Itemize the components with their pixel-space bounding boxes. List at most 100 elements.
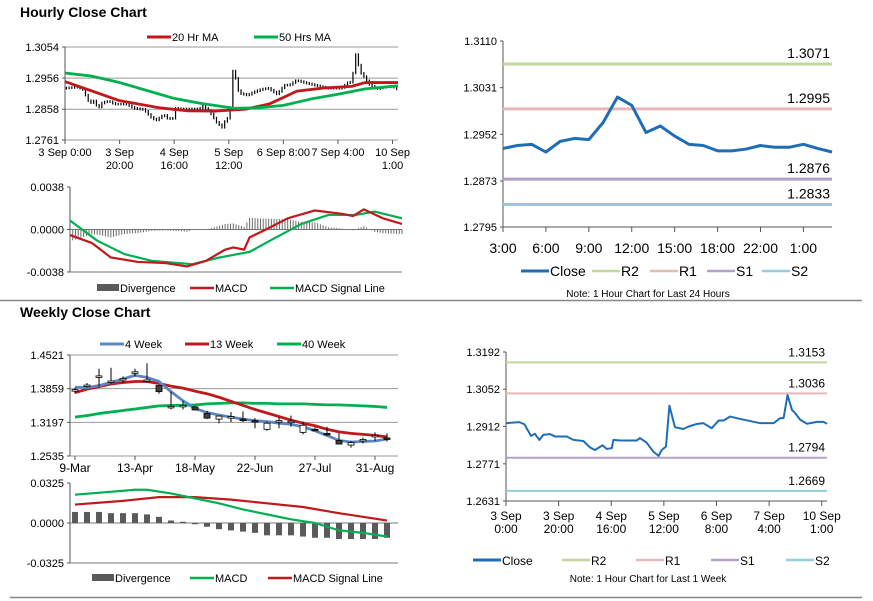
level-s2-label: 1.2833 [787, 186, 830, 202]
candle-body [179, 404, 187, 408]
hourly-price-chart: 20 Hr MA 50 Hrs MA 1.3054 1.2956 1.2858 1.276… [25, 32, 410, 172]
x-tick-label: 22-Jun [237, 461, 274, 475]
divergence-bar [276, 523, 282, 536]
candle-body [263, 422, 271, 430]
y-tick-label: 0.0038 [30, 182, 64, 194]
level-r1-label: 1.2995 [787, 90, 830, 106]
x-tick-label: 3 Sep [490, 509, 522, 523]
divergence-bar [204, 523, 210, 527]
candle-body [131, 371, 139, 374]
candle-body [71, 389, 79, 392]
macd-line [74, 488, 388, 538]
ma40-line [74, 401, 388, 419]
y-tick-label: 1.2912 [466, 421, 500, 433]
candle-body [239, 418, 247, 422]
y-tick-label: -0.0038 [27, 267, 64, 279]
legend-swatch [92, 574, 114, 581]
divergence-bar [252, 523, 258, 533]
x-tick-label: 5 Sep [648, 509, 680, 523]
x-tick-label: 27-Jul [299, 461, 332, 475]
y-tick-label: 1.2761 [25, 135, 59, 147]
candle-body [83, 384, 91, 387]
y-tick-label: 1.3054 [25, 42, 59, 54]
x-tick-label: 22:00 [743, 240, 778, 256]
legend-label: MACD [215, 573, 247, 585]
divergence-bar [120, 513, 126, 523]
candle-body [107, 380, 115, 383]
x-tick-label: 12:00 [215, 160, 243, 172]
ma13-line [74, 380, 388, 439]
x-tick-label: 18-May [175, 461, 215, 475]
weekly-candle-chart: 4 Week 13 Week 40 Week 1.4521 1.3859 1.3197 1.… [30, 339, 398, 475]
x-tick-label: 6 Sep 8:00 [257, 147, 310, 159]
x-tick-label: 3 Sep 0:00 [38, 147, 91, 159]
y-tick-label: 1.2771 [466, 459, 500, 471]
divergence-bar [264, 523, 270, 536]
candle-body [251, 420, 259, 423]
x-tick-label: 10 Sep [375, 147, 410, 159]
candle-body [347, 442, 355, 446]
macd-signal-line [74, 496, 388, 522]
candle-body [191, 406, 199, 411]
candle-body [119, 378, 127, 381]
x-tick-label: 18:00 [700, 240, 735, 256]
legend-label: R2 [621, 263, 639, 279]
candle-body [215, 415, 223, 420]
divergence-bar [168, 520, 174, 523]
candle-body [359, 439, 367, 442]
y-tick-label: 1.2873 [463, 176, 497, 188]
y-tick-label: 0.0000 [30, 225, 64, 237]
hourly-section-title: Hourly Close Chart [20, 4, 147, 20]
legend-label: MACD [215, 283, 247, 295]
x-tick-label: 1:00 [790, 240, 817, 256]
candle-body [323, 432, 331, 436]
y-tick-label: 1.2952 [463, 129, 497, 141]
divergence-bar [192, 523, 198, 525]
candle-body [311, 428, 319, 432]
macd-line [69, 208, 403, 268]
legend-label: Divergence [120, 283, 176, 295]
y-tick-label: 1.3192 [466, 347, 500, 359]
y-tick-label: 1.2956 [25, 73, 59, 85]
chart-note: Note: 1 Hour Chart for Last 24 Hours [566, 289, 729, 300]
pivot-1week-chart: 1.3192 1.3052 1.2912 1.2771 1.2631 1.3153 1.30… [466, 345, 841, 585]
divergence-bar [300, 523, 306, 537]
level-r1-label: 1.3036 [788, 376, 825, 390]
chart-note: Note: 1 Hour Chart for Last 1 Week [570, 574, 728, 585]
y-tick-label: 1.3197 [30, 417, 64, 429]
x-tick-label: 5 Sep [214, 147, 243, 159]
x-tick-label: 4 Sep [596, 509, 628, 523]
level-s1-label: 1.2794 [788, 441, 825, 455]
candle-body [335, 440, 343, 445]
y-tick-label: 1.2795 [463, 222, 497, 234]
ma50-line [64, 71, 399, 110]
x-tick-label: 6:00 [532, 240, 559, 256]
x-tick-label: 20:00 [544, 522, 574, 536]
y-tick-label: 0.0000 [30, 518, 64, 530]
x-tick-label: 1:00 [382, 160, 403, 172]
x-tick-label: 9-Mar [59, 461, 90, 475]
x-tick-label: 10 Sep [803, 509, 841, 523]
candle-body [155, 385, 163, 393]
legend-label: 50 Hrs MA [279, 32, 332, 44]
x-tick-label: 7 Sep 4:00 [311, 147, 364, 159]
legend-label: MACD Signal Line [293, 573, 383, 585]
y-tick-label: 1.2858 [25, 104, 59, 116]
x-tick-label: 1:00 [810, 522, 834, 536]
y-tick-label: 1.3110 [464, 36, 497, 48]
x-tick-label: 3 Sep [105, 147, 134, 159]
x-tick-label: 16:00 [596, 522, 626, 536]
x-tick-label: 0:00 [494, 522, 518, 536]
y-tick-label: 1.3031 [463, 83, 497, 95]
candle-body [371, 435, 379, 438]
y-tick-label: -0.0325 [27, 558, 64, 570]
pivot-24h-chart: 1.3110 1.3031 1.2952 1.2873 1.2795 1.3071 1.29… [463, 36, 833, 300]
divergence-bar [180, 521, 186, 523]
candle-body [95, 375, 103, 378]
close-line [502, 95, 833, 154]
divergence-bar [156, 516, 162, 523]
candle-body [287, 420, 295, 424]
candle-body [143, 379, 151, 382]
candle-body [227, 416, 235, 419]
